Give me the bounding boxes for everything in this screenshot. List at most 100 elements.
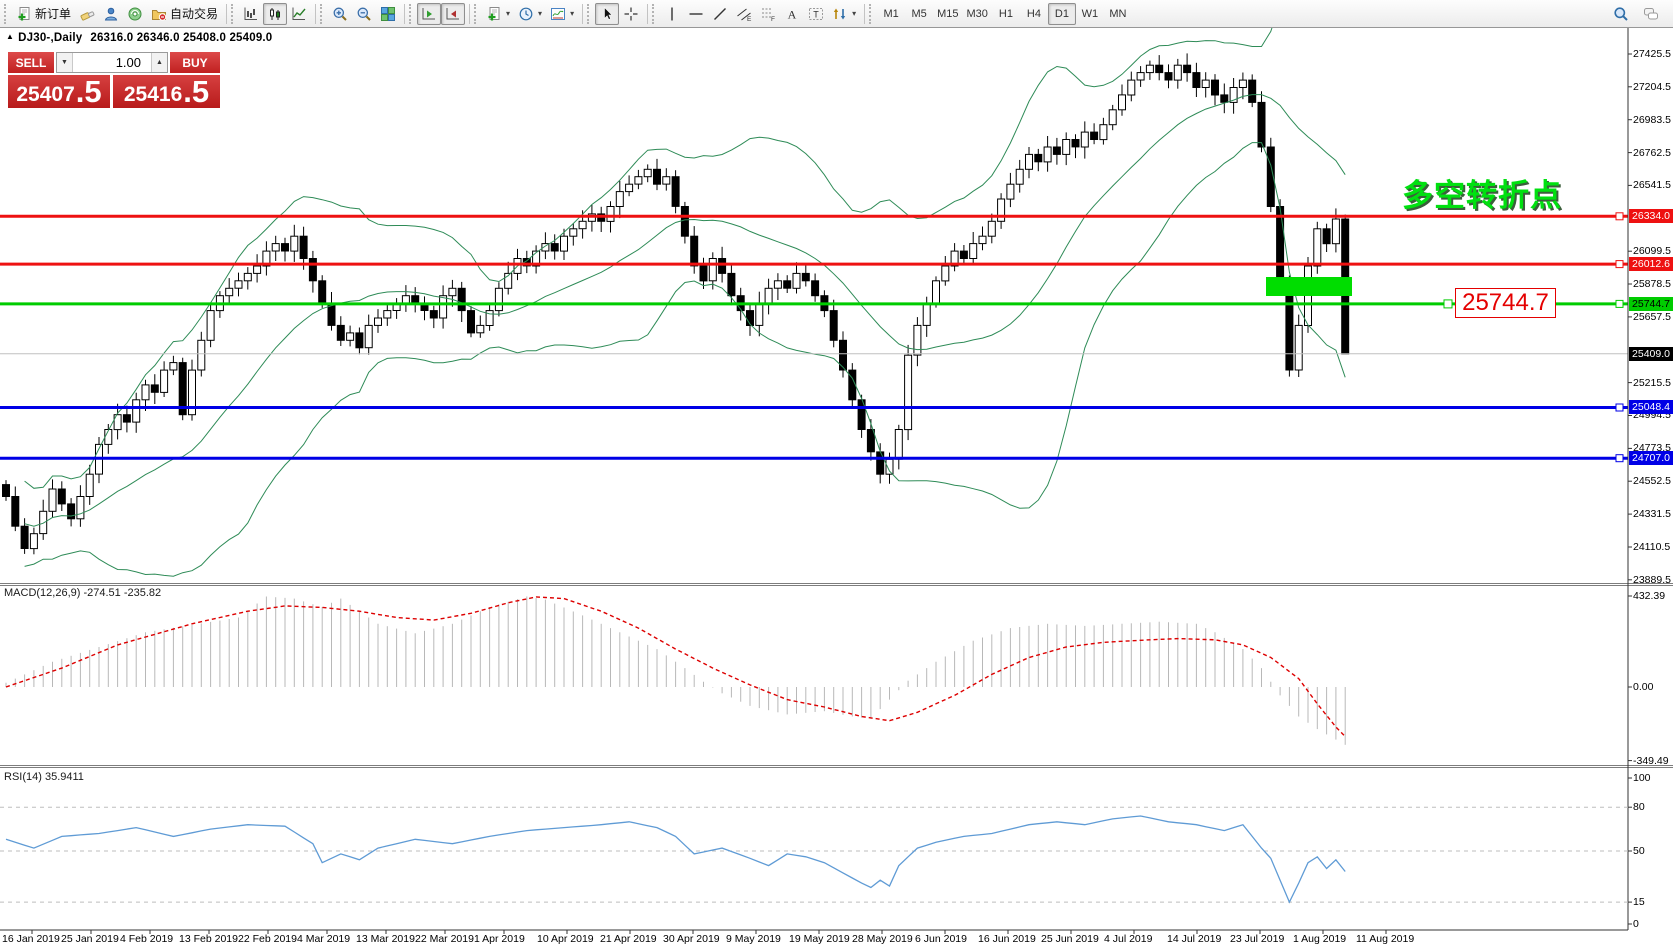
label-button[interactable]: T [804,3,828,25]
signals-button[interactable] [123,3,147,25]
timeframe-m5-button[interactable]: M5 [911,7,927,20]
arrow-objects-button[interactable]: ▾ [828,3,860,25]
zoom-out-button[interactable] [352,3,376,25]
trendline-button[interactable] [708,3,732,25]
level-anchor-square[interactable] [1615,260,1624,269]
price-level-label: 24707.0 [1629,451,1673,466]
svg-text:E: E [747,16,752,22]
toolbar-separator [315,3,317,24]
level-anchor-square[interactable] [1615,454,1624,463]
eraser-button[interactable] [75,3,99,25]
trendline-icon [714,7,727,20]
rsi-indicator-title: RSI(14) 35.9411 [4,771,84,783]
timeframe-h1-button[interactable]: H1 [998,7,1013,20]
level-anchor-square[interactable] [1615,403,1624,412]
fibonacci-button[interactable]: F [756,3,780,25]
buy-button[interactable]: BUY [170,52,220,73]
toolbar-drag-handle [4,3,8,24]
timeframe-w1-button[interactable]: W1 [1081,7,1099,20]
cursor-button[interactable] [595,2,620,25]
tile-windows-button[interactable] [376,3,400,25]
zoom-in-button[interactable] [328,3,352,25]
channel-button[interactable]: E [732,3,756,25]
price-tick-label: 26099.5 [1633,245,1671,258]
new-order-button[interactable]: 新订单 [12,3,75,25]
dropdown-caret-icon[interactable]: ▾ [852,9,857,18]
main-toolbar: 新订单 自动交易 ▾ ▾ ▾ E F A T ▾ M1 M5 M15 M30 H1 H4 D1 W1 MN [0,0,1673,28]
autotrade-button-label: 自动交易 [170,7,219,21]
auto-scroll-icon [422,7,436,19]
volume-decrease-button[interactable]: ▼ [57,53,73,72]
timeframe-m30-button[interactable]: M30 [966,7,988,20]
text-button[interactable]: A [780,3,804,25]
vertical-line-button[interactable] [660,3,684,25]
accounts-button[interactable] [99,3,123,25]
volume-input[interactable]: 1.00 [115,55,141,70]
chart-text-annotation[interactable]: 多空转折点 [1402,178,1562,213]
highlight-rectangle[interactable] [1266,277,1352,296]
level-callout-label[interactable]: 25744.7 [1455,288,1556,318]
date-axis-label: 4 Feb 2019 [120,933,174,945]
line-chart-button[interactable] [287,3,311,25]
date-axis-label: 1 Apr 2019 [474,933,525,945]
vline-icon [671,7,673,20]
timeframe-h4-button[interactable]: H4 [1026,7,1041,20]
price-level-label: 25048.4 [1629,400,1673,415]
volume-increase-button[interactable]: ▲ [151,53,167,72]
bars-icon [244,7,258,20]
toolbar-separator [647,3,649,24]
price-tick-label: 26762.5 [1633,146,1671,159]
ohlc-values: 26316.0 26346.0 25408.0 25409.0 [90,32,273,44]
timeframe-m15-button[interactable]: M15 [937,7,959,20]
toolbar-separator [582,3,584,24]
sell-price-main: 25407 [16,83,75,106]
buy-price-button[interactable]: 25416.5 [113,75,220,108]
dropdown-caret-icon[interactable]: ▾ [538,9,543,18]
cursor-icon [604,6,613,20]
arrows-icon [833,8,846,19]
timeframe-m1-button[interactable]: M1 [883,7,899,20]
level-anchor-square[interactable] [1615,212,1624,221]
search-button[interactable] [1609,3,1633,25]
horizontal-line-button[interactable] [684,3,708,25]
price-tick-label: 25878.5 [1633,278,1671,291]
auto-scroll-button[interactable] [417,2,442,25]
rsi-axis-label: 100 [1633,772,1651,784]
new-chart-button[interactable]: ▾ [482,3,514,25]
sell-price-button[interactable]: 25407.5 [8,75,110,108]
autotrade-button[interactable]: 自动交易 [147,3,222,25]
timeframe-d1-button[interactable]: D1 [1047,2,1076,25]
buy-price-main: 25416 [123,83,183,106]
autotrade-icon [152,9,167,21]
timeframe-mn-button[interactable]: MN [1109,7,1127,20]
eraser-icon [80,10,95,21]
tile-icon [381,6,396,21]
crosshair-button[interactable] [619,3,643,25]
price-tick-label: 24331.5 [1633,508,1671,521]
level-anchor-square[interactable] [1615,299,1624,308]
chart-canvas[interactable] [0,28,1673,949]
candle-chart-button[interactable] [263,2,288,25]
date-axis-label: 22 Mar 2019 [415,933,474,945]
toolbar-drag-handle [652,3,656,24]
callout-anchor-square[interactable] [1443,299,1453,309]
dropdown-caret-icon[interactable]: ▾ [570,9,575,18]
bar-chart-button[interactable] [239,3,263,25]
search-icon [1614,6,1628,21]
price-tick-label: 25215.5 [1633,376,1671,389]
macd-indicator-title: MACD(12,26,9) -274.51 -235.82 [4,587,162,599]
rsi-axis-label: 50 [1633,845,1645,857]
crosshair-icon [624,7,638,20]
period-selector-button[interactable]: ▾ [514,3,546,25]
chat-icon [1644,7,1658,19]
chart-shift-button[interactable] [441,2,466,25]
chat-button[interactable] [1639,3,1663,25]
sell-button[interactable]: SELL [8,52,54,73]
date-axis-label: 19 May 2019 [789,933,850,945]
collapse-arrow-icon[interactable]: ▲ [6,32,15,41]
date-axis-label: 4 Jul 2019 [1104,933,1153,945]
price-level-label: 26334.0 [1629,209,1673,224]
dropdown-caret-icon[interactable]: ▾ [506,9,511,18]
date-axis-label: 9 May 2019 [726,933,781,945]
template-button[interactable]: ▾ [546,3,578,25]
